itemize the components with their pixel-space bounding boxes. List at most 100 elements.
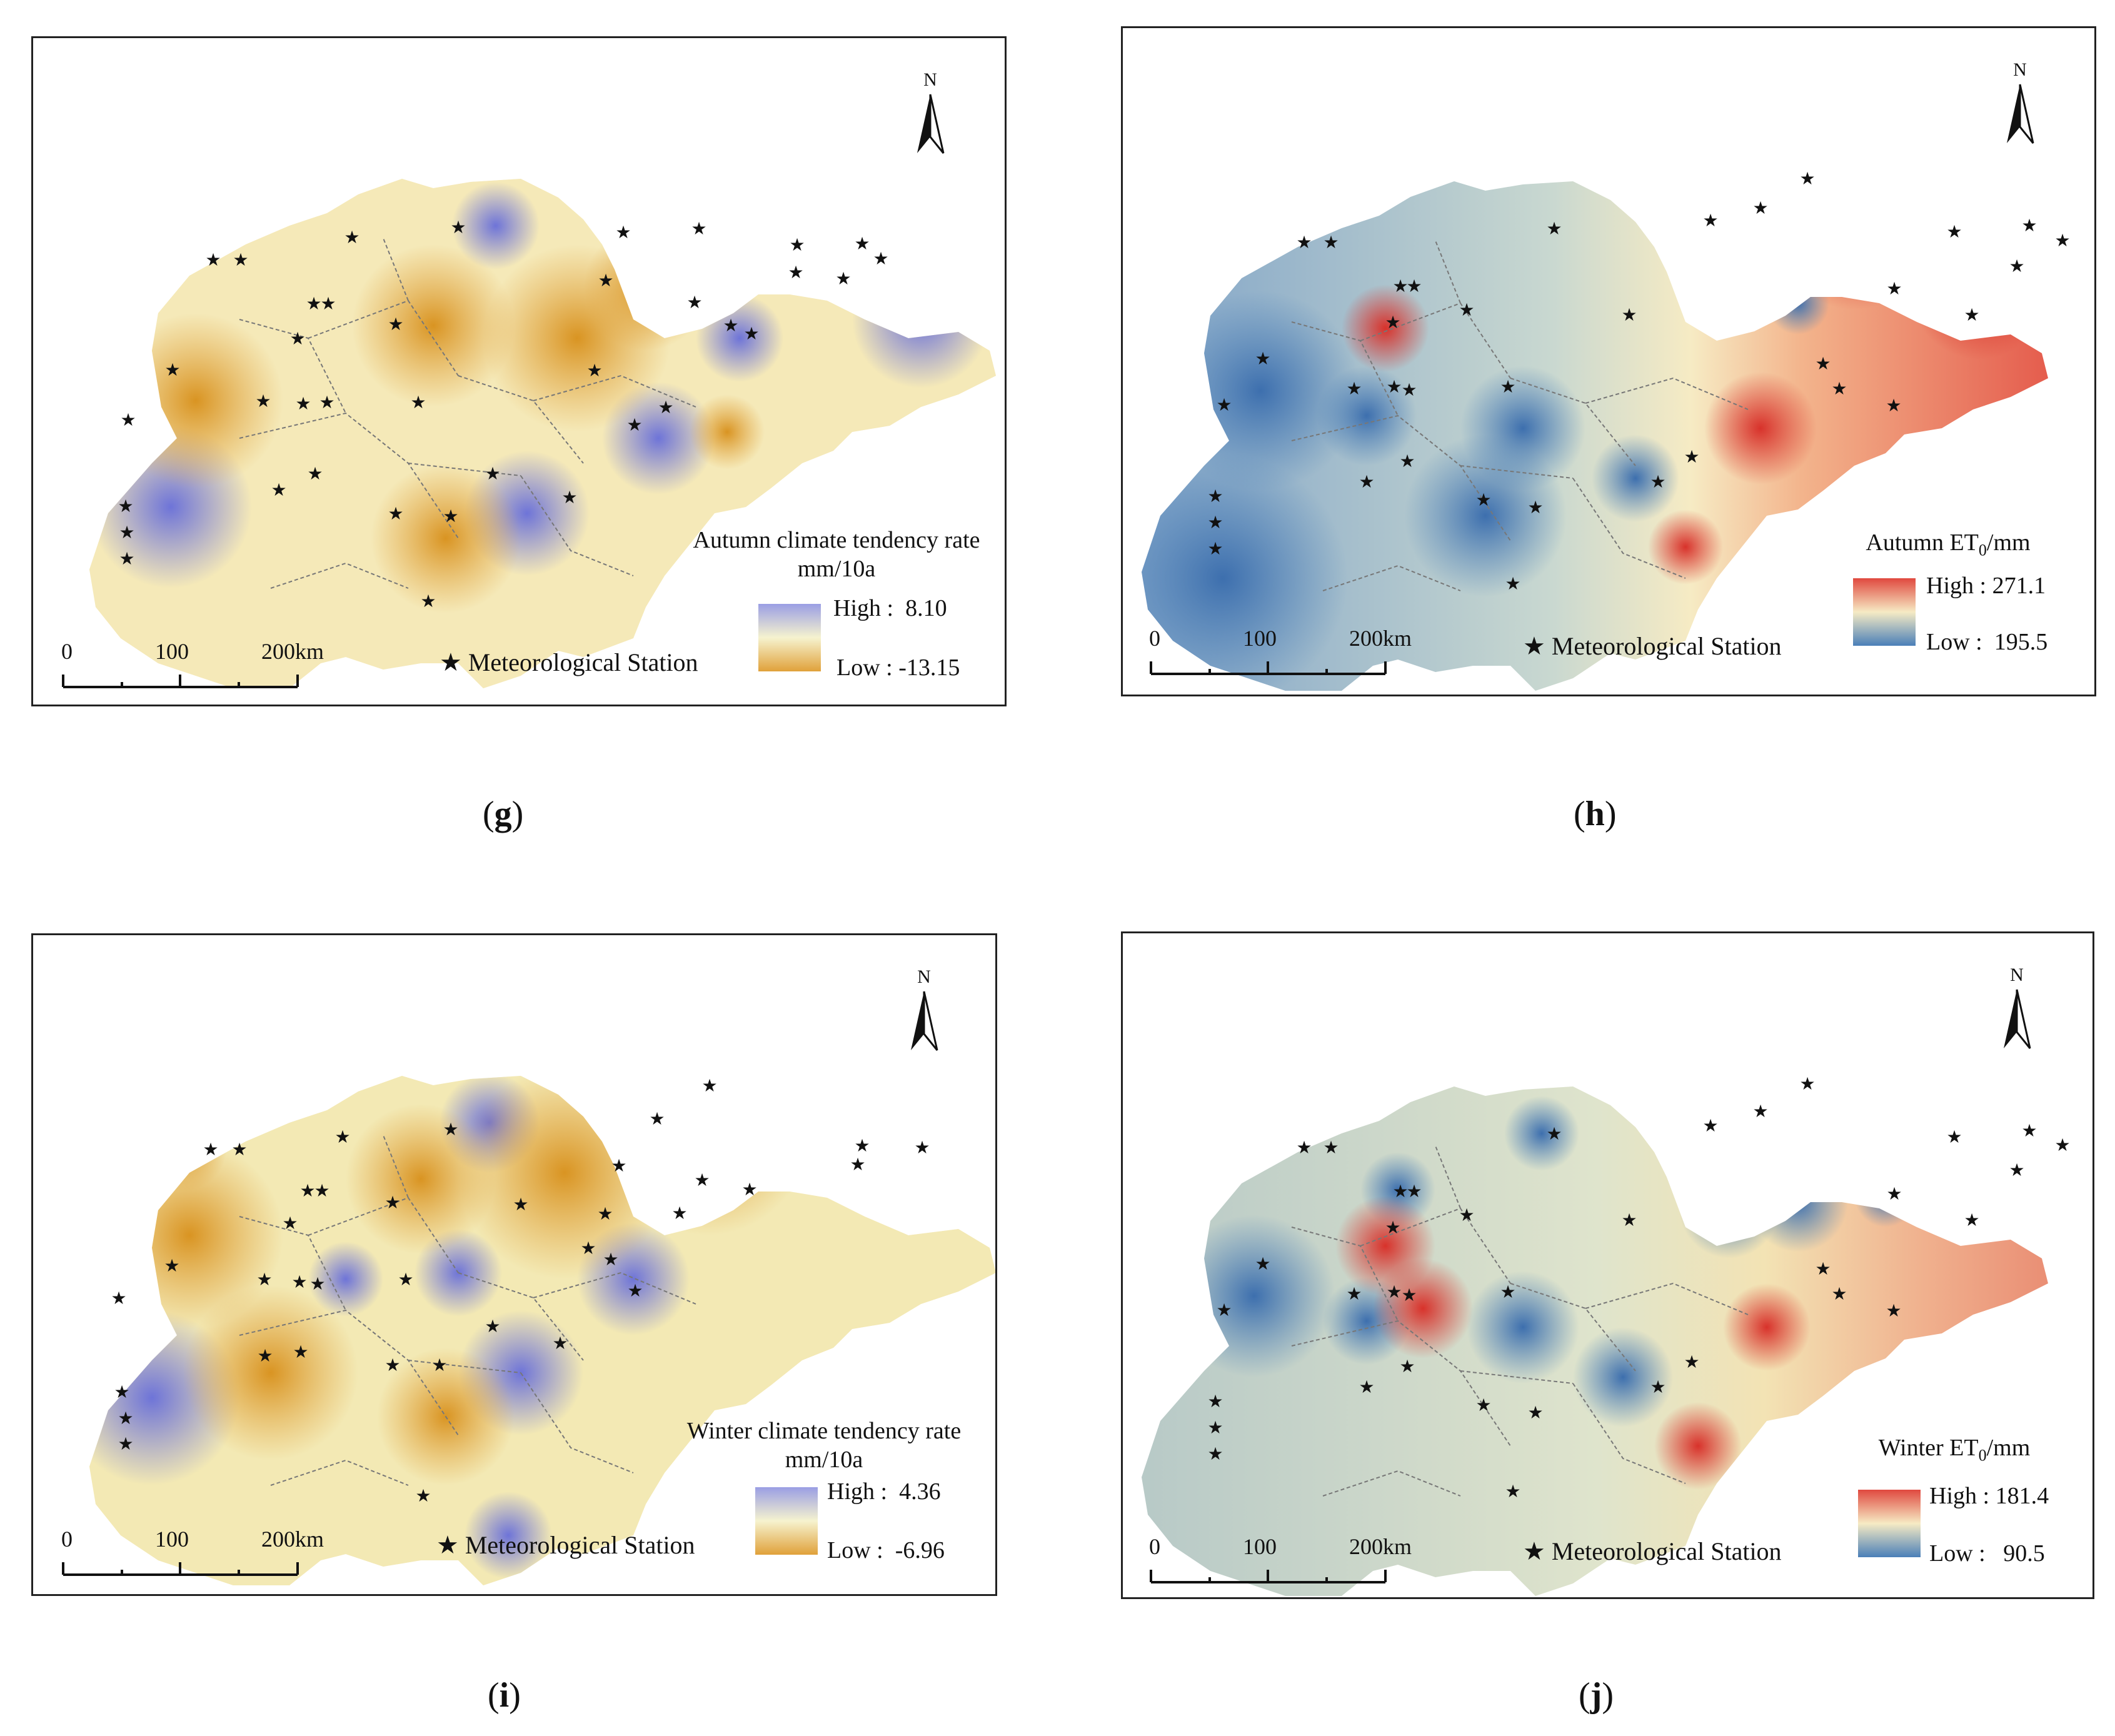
svg-text:★: ★ [914,1137,930,1158]
svg-text:★: ★ [1621,304,1637,325]
svg-text:★: ★ [1401,1285,1417,1305]
svg-text:★: ★ [513,1194,528,1215]
svg-text:★: ★ [1505,573,1520,594]
scale-bar: 0 100 200km [61,1526,336,1582]
svg-text:★: ★ [388,503,403,524]
svg-text:★: ★ [118,1433,133,1454]
svg-text:★: ★ [1323,1137,1339,1158]
station-legend: ★ Meteorological Station [1523,1537,1782,1565]
svg-text:★: ★ [1399,451,1415,471]
svg-text:★: ★ [118,1408,133,1428]
scale-line [62,1562,299,1576]
svg-text:★: ★ [1546,218,1562,239]
svg-text:★: ★ [1946,221,1962,242]
legend-title-line2: mm/10a [797,556,876,582]
svg-text:★: ★ [1207,486,1223,506]
svg-text:★: ★ [431,1355,447,1375]
north-label: N [917,966,931,987]
winter-tendency-map: ★★★ ★ ★★ ★★★ ★★★ ★★★ ★ ★★ ★★★ ★★ ★ ★ ★★ ★★★ … [89,1075,995,1585]
svg-text:★: ★ [1296,1137,1312,1158]
north-arrow-icon [2004,989,2031,1049]
svg-text:★: ★ [1406,1181,1422,1202]
svg-text:★: ★ [443,1119,458,1140]
legend-low-value: 195.5 [1994,629,2048,655]
svg-text:★: ★ [1886,395,1901,416]
svg-text:★: ★ [1964,1210,1979,1230]
svg-text:★: ★ [319,392,334,413]
svg-text:★: ★ [1815,1258,1831,1279]
station-legend: ★ Meteorological Station [440,648,698,676]
svg-text:★: ★ [850,1154,865,1175]
svg-text:★: ★ [1831,378,1847,399]
svg-text:★: ★ [119,522,134,543]
legend-low: Low : 195.5 [1926,628,2047,656]
svg-text:★: ★ [203,1139,218,1160]
svg-text:★: ★ [835,268,851,289]
svg-text:★: ★ [2054,230,2070,251]
svg-text:★: ★ [789,234,805,255]
legend-low-label: Low : [836,655,893,681]
svg-text:★: ★ [627,1280,643,1301]
caption-j: (j) [1579,1676,1614,1715]
svg-text:★: ★ [1527,1402,1543,1423]
scale-line [1150,1570,1387,1583]
caption-h-letter: h [1585,795,1605,833]
svg-text:★: ★ [701,1075,717,1096]
svg-text:★: ★ [118,496,133,516]
svg-text:★: ★ [443,506,458,526]
north-label: N [2010,965,2024,985]
svg-text:★: ★ [320,293,336,314]
legend-color-bar [1853,578,1916,646]
svg-text:★: ★ [854,233,870,254]
svg-text:★: ★ [586,360,602,381]
svg-text:★: ★ [306,293,321,314]
svg-text:★: ★ [723,315,738,336]
station-legend-label: Meteorological Station [468,648,698,676]
north-arrow: N [912,69,949,156]
legend-title-suffix: /mm [1986,529,2031,556]
station-legend: ★ Meteorological Station [436,1531,695,1559]
svg-text:★: ★ [309,1273,325,1294]
svg-text:★: ★ [671,1203,687,1223]
svg-text:★: ★ [658,397,673,418]
svg-text:★: ★ [1359,1377,1374,1397]
svg-text:★: ★ [1255,1253,1270,1274]
svg-text:★: ★ [164,359,180,380]
svg-text:★: ★ [410,392,426,413]
svg-text:★: ★ [743,323,759,344]
svg-text:★: ★ [598,270,613,291]
legend-high-value: 8.10 [905,595,947,621]
svg-text:★: ★ [2021,215,2037,236]
svg-text:★: ★ [1650,1377,1665,1397]
station-legend: ★ Meteorological Station [1523,632,1782,660]
svg-text:★: ★ [307,463,323,484]
svg-text:★: ★ [114,1382,129,1402]
legend-high: High : 8.10 [833,595,947,622]
svg-text:★: ★ [1702,210,1718,231]
legend-color-bar [1858,1490,1921,1557]
svg-text:★: ★ [691,218,706,239]
legend-high: High : 181.4 [1929,1482,2049,1510]
legend-color-bar [758,604,821,671]
svg-text:★: ★ [205,249,221,270]
scale-bar: 0 100 200km [1149,625,1424,681]
winter-et0-map: ★★★ ★★ ★ ★ ★★ ★★★ ★★ ★ ★★★ ★★ ★ ★ ★ ★ ★★★ ★★★ … [1142,1073,2071,1596]
svg-text:★: ★ [1207,512,1223,533]
svg-text:★: ★ [1500,376,1515,397]
scale-label-200: 200km [1349,626,1412,651]
svg-text:★: ★ [597,1203,613,1224]
autumn-tendency-map: ★ ★★ ★ ★ ★ ★ ★★ ★ ★★ ★★★ ★★ ★ ★ ★★ ★ ★ ★ ★★★ ★★★ … [89,179,996,688]
stations-i: ★★★ ★ ★★ ★★★ ★★★ ★★★ ★ ★★ ★★★ ★★ ★ ★ ★★ ★★★ … [111,1075,930,1506]
svg-text:★: ★ [2054,1135,2070,1155]
svg-text:★: ★ [1296,232,1312,253]
legend-low-label: Low : [1929,1540,1986,1567]
svg-text:★: ★ [293,1342,308,1362]
scale-label-100: 100 [1243,626,1277,651]
svg-text:★: ★ [2009,1160,2024,1180]
svg-text:★: ★ [615,222,631,243]
scale-label-200: 200km [261,1527,324,1552]
legend-title: Winter ET0/mm [1842,1433,2067,1470]
svg-text:★: ★ [384,1192,400,1213]
svg-text:★: ★ [120,409,136,430]
svg-text:★: ★ [1401,379,1417,400]
